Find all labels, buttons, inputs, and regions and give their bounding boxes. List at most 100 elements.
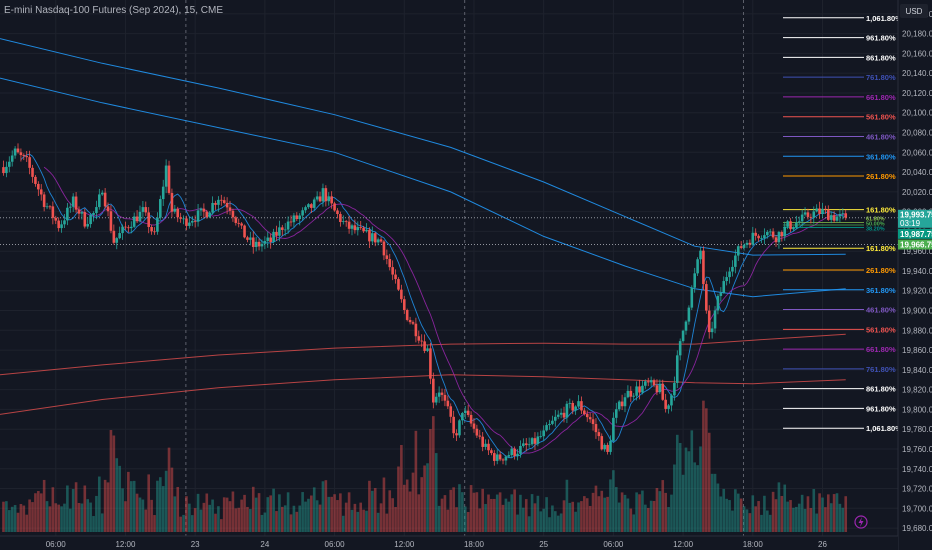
fib-level-label: 861.80% - <box>866 53 901 62</box>
volume-bar <box>138 497 142 532</box>
fib-level-label: 461.80% - <box>866 132 901 141</box>
candle-body <box>606 444 609 452</box>
candle-body <box>519 445 522 454</box>
volume-bar <box>693 462 697 532</box>
volume-bar <box>54 503 58 532</box>
currency-button[interactable]: USD <box>900 4 928 18</box>
volume-bar <box>211 499 214 532</box>
fib-level-label: 561.80% - <box>866 113 901 122</box>
volume-bar <box>68 508 72 532</box>
candle-body <box>751 232 755 245</box>
volume-bar <box>263 512 267 532</box>
candle-body <box>522 443 525 446</box>
volume-bar <box>115 458 119 532</box>
volume-bar <box>556 515 560 532</box>
volume-bar <box>803 508 807 532</box>
volume-bar <box>522 507 525 532</box>
volume-bar <box>254 497 258 532</box>
time-axis[interactable] <box>0 536 898 550</box>
volume-bar <box>458 484 461 532</box>
candle-body <box>10 155 14 162</box>
price-tick-label: 19,760.00 <box>902 445 932 454</box>
candle-body <box>341 221 345 223</box>
candle-body <box>144 207 148 213</box>
candle-body <box>774 237 778 243</box>
candle-body <box>289 221 293 223</box>
volume-bar <box>609 479 612 532</box>
volume-bar <box>524 499 528 532</box>
lightning-icon[interactable] <box>854 515 868 529</box>
candle-body <box>234 217 238 223</box>
price-axis[interactable] <box>898 0 932 550</box>
volume-bar <box>48 506 52 532</box>
candle-body <box>60 224 63 229</box>
candle-body <box>63 220 66 225</box>
candle-body <box>304 207 307 211</box>
volume-bar <box>159 477 162 532</box>
candle-body <box>641 385 644 393</box>
candle-body <box>405 309 409 320</box>
candle-body <box>777 232 781 243</box>
volume-bar <box>577 502 580 532</box>
candle-body <box>745 242 749 245</box>
volume-bar <box>545 497 548 532</box>
candle-body <box>771 231 775 238</box>
candle-body <box>150 226 153 232</box>
volume-bar <box>34 493 37 532</box>
volume-bar <box>318 504 322 532</box>
volume-bar <box>89 502 92 532</box>
volume-bar <box>179 516 182 532</box>
volume-bar <box>821 497 824 532</box>
volume-bar <box>702 400 705 532</box>
time-axis-ticks: 06:00 12:00 23 24 06:00 12:00 18:00 25 06:00 12:0… <box>46 540 828 549</box>
candle-body <box>89 215 92 225</box>
time-tick-label: 06:00 <box>603 540 624 549</box>
volume-bar <box>423 465 426 532</box>
volume-bar <box>286 492 290 532</box>
volume-bar <box>774 499 778 532</box>
volume-bar <box>234 508 238 532</box>
candle-body <box>475 428 479 436</box>
candle-body <box>754 232 757 236</box>
volume-bar <box>585 498 589 532</box>
volume-bar <box>655 487 659 532</box>
lightning-icon-bolt <box>858 517 864 527</box>
volume-bar <box>60 506 63 532</box>
candle-body <box>347 221 351 229</box>
candle-body <box>638 386 641 393</box>
volume-bar <box>644 504 647 532</box>
volume-bar <box>321 481 325 532</box>
candle-body <box>699 250 702 260</box>
volume-bar <box>600 490 604 532</box>
currency-button-bg <box>900 4 928 18</box>
candle-body <box>493 453 496 461</box>
candle-body <box>397 279 400 290</box>
candle-body <box>832 215 836 221</box>
candle-body <box>562 412 566 418</box>
volume-bars <box>2 400 848 532</box>
volume-bar <box>795 506 798 532</box>
volume-bar <box>623 494 627 532</box>
candle-body <box>92 213 95 216</box>
price-tick-label: 19,740.00 <box>902 465 932 474</box>
candle-body <box>19 152 23 156</box>
candle-body <box>28 157 31 168</box>
candle-body <box>655 385 659 393</box>
price-tick-label: 20,120.00 <box>902 89 932 98</box>
fibonacci-levels: 1,061.80% - 961.80% - 861.80% - 761.80% - 66… <box>783 14 907 433</box>
volume-bar <box>376 512 380 532</box>
candle-body <box>440 392 444 395</box>
candle-body <box>251 237 255 247</box>
volume-bar <box>382 477 386 532</box>
time-tick-label: 25 <box>539 540 548 549</box>
candle-body <box>783 226 787 237</box>
volume-bar <box>681 474 685 532</box>
volume-bar <box>150 499 153 532</box>
candle-body <box>295 215 299 220</box>
candle-body <box>553 416 557 421</box>
candle-body <box>559 412 563 415</box>
volume-bar <box>661 480 665 532</box>
candle-body <box>193 220 197 222</box>
volume-bar <box>449 489 453 532</box>
